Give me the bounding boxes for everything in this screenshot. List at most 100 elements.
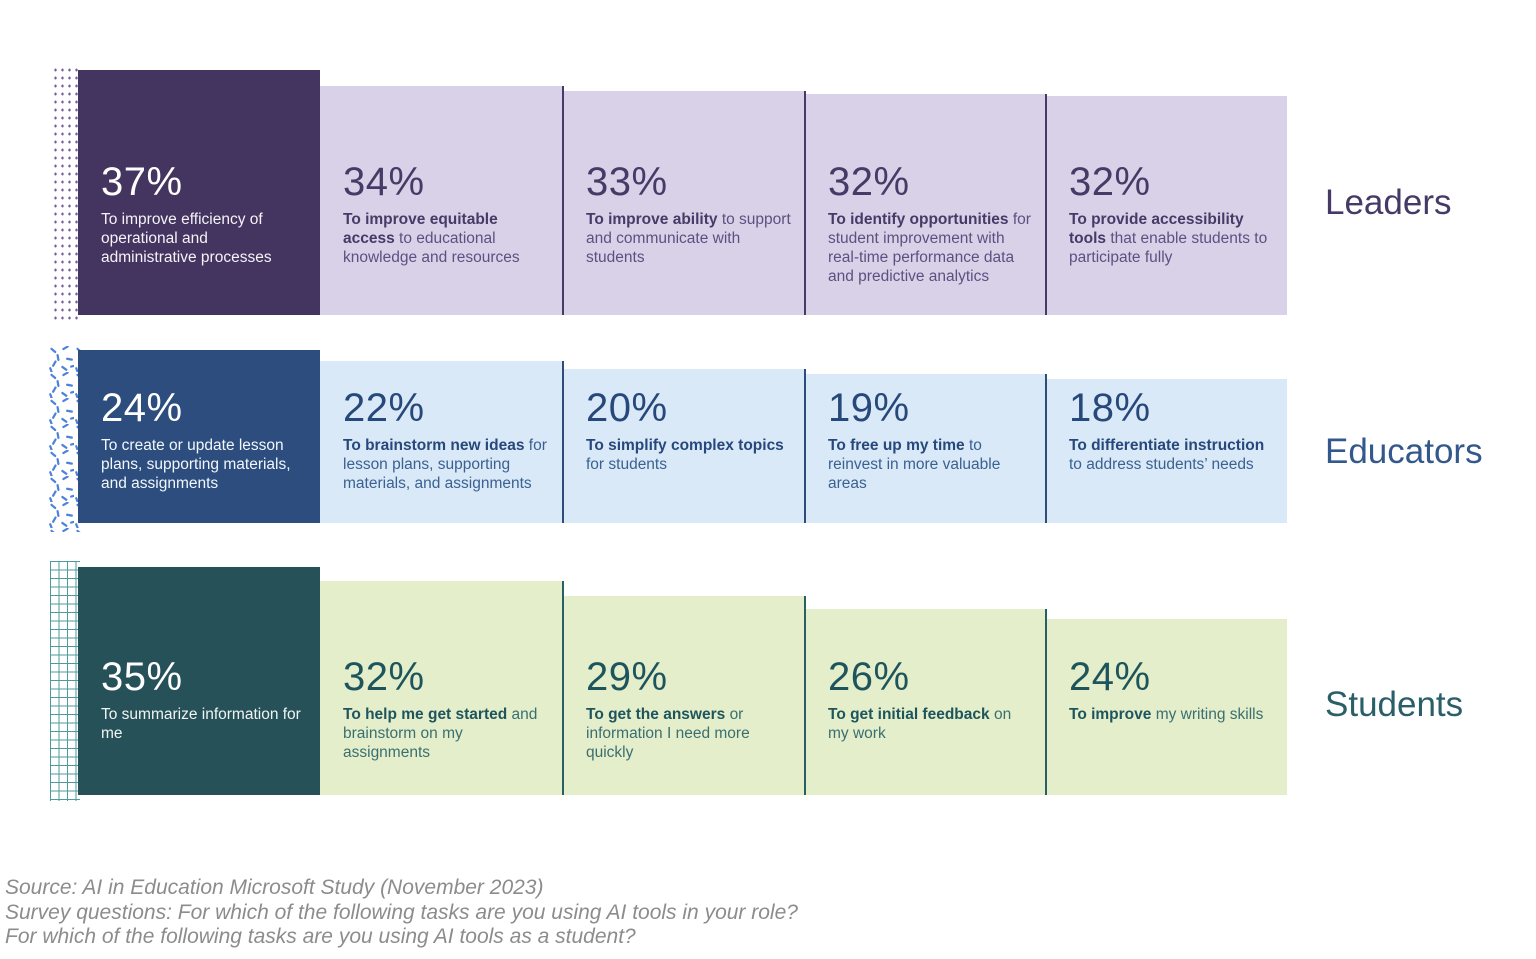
block-description: To brainstorm new ideas for lesson plans…: [343, 436, 549, 493]
block-description-bold-part: To identify opportunities: [828, 211, 1009, 228]
leaders-block-1-content: 37% To improve efficiency of operational…: [101, 160, 313, 267]
leaders-separator-4: [1045, 94, 1047, 315]
row-label-leaders: Leaders: [1325, 183, 1452, 222]
block-description-rest-part: for student improvement with real-time p…: [828, 211, 1031, 285]
students-block-1: [78, 567, 320, 795]
block-description: To free up my time to reinvest in more v…: [828, 436, 1034, 493]
percent-value: 33%: [586, 160, 668, 204]
students-separator-2: [562, 581, 564, 795]
leaders-block-5-content: 32% To provide accessibility tools that e…: [1069, 160, 1281, 267]
block-description: To improve my writing skills: [1069, 705, 1275, 724]
block-description-rest-part: To improve efficiency of operational and…: [101, 211, 272, 266]
percent-value: 26%: [828, 655, 910, 699]
leaders-block-3-content: 33% To improve ability to support and com…: [586, 160, 798, 267]
educators-block-4-content: 19% To free up my time to reinvest in mor…: [828, 386, 1040, 493]
block-description-rest-part: that enable students to participate full…: [1069, 230, 1268, 266]
block-description: To simplify complex topics for students: [586, 436, 792, 474]
students-block-3-content: 29% To get the answers or information I n…: [586, 655, 798, 762]
leaders-block-3: [563, 91, 805, 315]
footer-note: Source: AI in Education Microsoft Study …: [5, 876, 798, 950]
block-description-bold-part: To improve ability: [586, 211, 718, 228]
students-separator-3: [804, 596, 806, 795]
block-description-rest-part: to educational knowledge and resources: [343, 230, 520, 266]
block-description-bold-part: To improve equitable access: [343, 211, 498, 247]
educators-separator-2: [562, 361, 564, 523]
block-description-rest-part: to reinvest in more valuable areas: [828, 437, 1001, 492]
students-block-4-content: 26% To get initial feedback on my work: [828, 655, 1040, 743]
dots-pattern-decoration: [52, 66, 79, 322]
block-description-bold-part: To get initial feedback: [828, 706, 990, 723]
block-description: To improve ability to support and commun…: [586, 210, 792, 267]
leaders-block-4-content: 32% To identify opportunities for student…: [828, 160, 1040, 286]
percent-value: 32%: [1069, 160, 1151, 204]
educators-block-4: [805, 374, 1046, 523]
percent-value: 32%: [828, 160, 910, 204]
students-block-1-content: 35% To summarize information for me: [101, 655, 313, 743]
block-description-rest-part: To create or update lesson plans, suppor…: [101, 437, 291, 492]
block-description-bold-part: To free up my time: [828, 437, 965, 454]
leaders-separator-2: [562, 86, 564, 315]
block-description: To differentiate instruction to address …: [1069, 436, 1275, 474]
educators-separator-4: [1045, 374, 1047, 523]
block-description-bold-part: To improve: [1069, 706, 1152, 723]
students-separator-4: [1045, 609, 1047, 795]
block-description: To improve efficiency of operational and…: [101, 210, 307, 267]
educators-separator-3: [804, 369, 806, 523]
students-block-3: [563, 596, 805, 795]
block-description-rest-part: my writing skills: [1155, 706, 1264, 723]
percent-value: 20%: [586, 386, 668, 430]
percent-value: 37%: [101, 160, 183, 204]
leaders-block-4: [805, 94, 1046, 315]
educators-block-5-content: 18% To differentiate instruction to addre…: [1069, 386, 1281, 474]
grid-pattern-decoration: [50, 561, 80, 801]
block-description: To get initial feedback on my work: [828, 705, 1034, 743]
block-description-bold-part: To brainstorm new ideas: [343, 437, 525, 454]
block-description-bold-part: To provide accessibility tools: [1069, 211, 1244, 247]
block-description-rest-part: To summarize information for me: [101, 706, 301, 742]
footer-survey-question-line-1: Survey questions: For which of the follo…: [5, 900, 798, 924]
percent-value: 24%: [1069, 655, 1151, 699]
leaders-separator-3: [804, 91, 806, 315]
block-description-bold-part: To get the answers: [586, 706, 726, 723]
students-block-5-content: 24% To improve my writing skills: [1069, 655, 1281, 724]
block-description: To get the answers or information I need…: [586, 705, 792, 762]
block-description-rest-part: on my work: [828, 706, 1012, 742]
block-description-rest-part: for lesson plans, supporting materials, …: [343, 437, 547, 492]
percent-value: 29%: [586, 655, 668, 699]
percent-value: 18%: [1069, 386, 1151, 430]
percent-value: 35%: [101, 655, 183, 699]
leaders-block-2: [320, 86, 563, 315]
percent-value: 32%: [343, 655, 425, 699]
block-description: To help me get started and brainstorm on…: [343, 705, 549, 762]
block-description: To improve equitable access to education…: [343, 210, 549, 267]
block-description: To summarize information for me: [101, 705, 307, 743]
percent-value: 34%: [343, 160, 425, 204]
block-description: To identify opportunities for student im…: [828, 210, 1034, 286]
leaders-block-2-content: 34% To improve equitable access to educat…: [343, 160, 555, 267]
row-label-educators: Educators: [1325, 432, 1483, 471]
block-description-bold-part: To simplify complex topics: [586, 437, 784, 454]
students-block-2: [320, 581, 563, 795]
students-block-4: [805, 609, 1046, 795]
educators-block-5: [1046, 379, 1287, 523]
block-description-rest-part: to support and communicate with students: [586, 211, 791, 266]
footer-source-line: Source: AI in Education Microsoft Study …: [5, 876, 544, 899]
footer-survey-question-line-2: For which of the following tasks are you…: [5, 925, 636, 948]
block-description: To provide accessibility tools that enab…: [1069, 210, 1275, 267]
row-label-students: Students: [1325, 685, 1464, 724]
educators-block-1-content: 24% To create or update lesson plans, su…: [101, 386, 313, 493]
block-description-rest-part: and brainstorm on my assignments: [343, 706, 538, 761]
block-description-rest-part: or information I need more quickly: [586, 706, 750, 761]
block-description-bold-part: To differentiate instruction: [1069, 437, 1265, 454]
block-description: To create or update lesson plans, suppor…: [101, 436, 307, 493]
educators-block-3: [563, 369, 805, 523]
block-description-bold-part: To help me get started: [343, 706, 508, 723]
block-description-rest-part: to address students’ needs: [1069, 456, 1254, 473]
percent-value: 19%: [828, 386, 910, 430]
leaders-block-1: [78, 70, 320, 315]
educators-block-1: [78, 350, 320, 523]
confetti-pattern-decoration: [48, 346, 81, 532]
percent-value: 24%: [101, 386, 183, 430]
educators-block-3-content: 20% To simplify complex topics for studen…: [586, 386, 798, 474]
